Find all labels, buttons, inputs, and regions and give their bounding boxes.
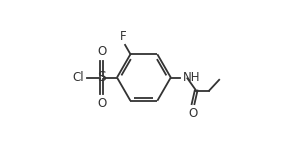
Text: S: S: [97, 71, 106, 84]
Text: F: F: [120, 30, 127, 43]
Text: Cl: Cl: [72, 71, 84, 84]
Text: O: O: [97, 45, 106, 58]
Text: O: O: [97, 97, 106, 110]
Text: O: O: [188, 107, 198, 120]
Text: NH: NH: [183, 71, 200, 84]
